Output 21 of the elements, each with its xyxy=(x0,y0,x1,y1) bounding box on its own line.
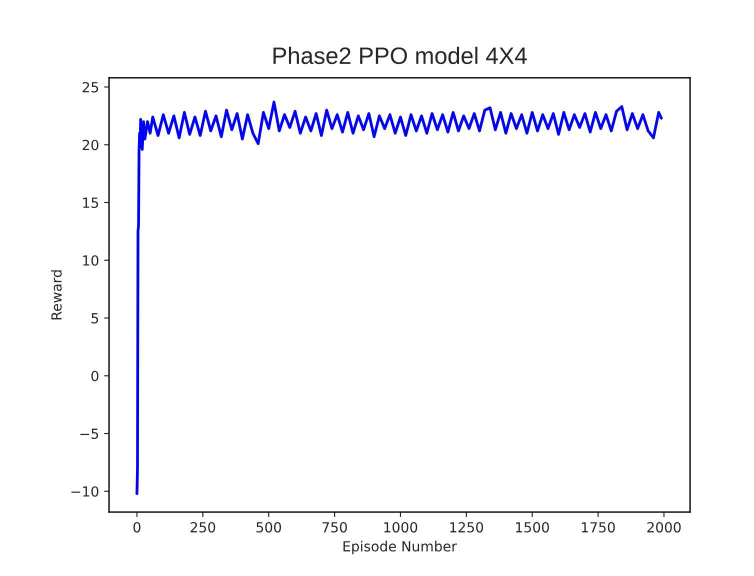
line-series xyxy=(136,100,663,495)
x-tick-label: 1500 xyxy=(516,522,549,533)
y-axis-title: Reward xyxy=(50,270,62,320)
y-tick-label: 15 xyxy=(83,198,98,208)
y-tick-label: 10 xyxy=(83,255,98,266)
x-tick-label: 2000 xyxy=(647,522,681,533)
y-tick-label: 25 xyxy=(82,82,98,92)
y-tick-label: −5 xyxy=(80,428,98,439)
y-tick-label: 0 xyxy=(91,370,98,382)
x-tick-label: 500 xyxy=(256,522,282,533)
y-tick-label: −10 xyxy=(71,486,98,497)
x-tick-label: 1000 xyxy=(384,522,418,533)
x-tick-label: 1750 xyxy=(582,522,615,533)
x-tick-label: 750 xyxy=(322,522,347,533)
x-tick-label: 1250 xyxy=(450,522,484,533)
x-tick-label: 250 xyxy=(190,522,216,533)
y-tick-label: 5 xyxy=(92,313,98,324)
x-axis-title: Episode Number xyxy=(344,540,457,554)
y-tick-label: 20 xyxy=(82,140,98,150)
chart-title: Phase2 PPO model 4X4 xyxy=(274,46,527,64)
x-tick-label: 0 xyxy=(133,522,140,533)
